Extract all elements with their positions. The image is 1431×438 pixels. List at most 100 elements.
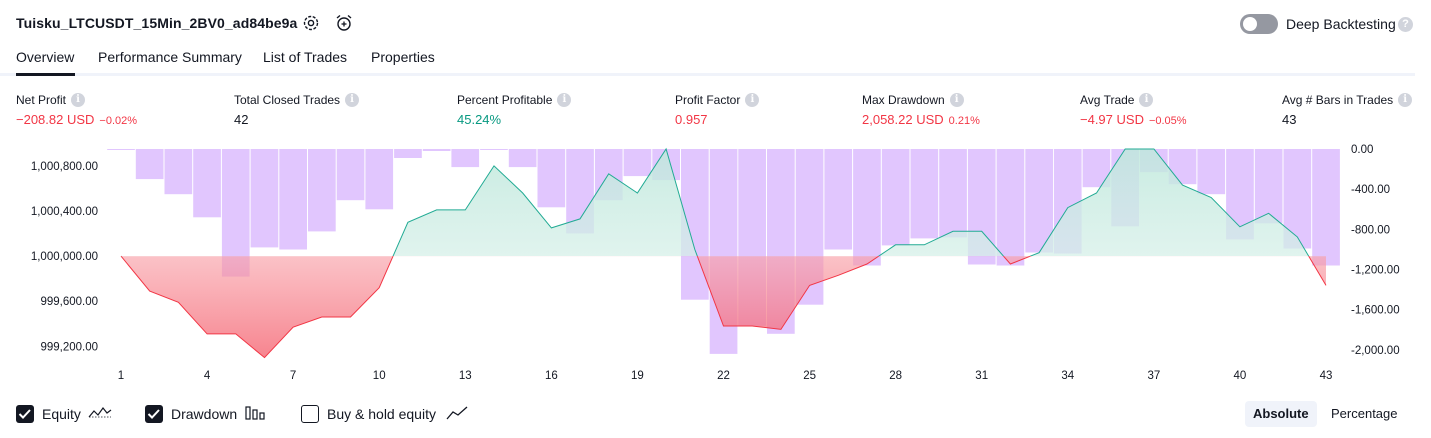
right-axis-tick: -800.00	[1351, 224, 1390, 236]
drawdown-checkbox[interactable]	[145, 405, 163, 423]
drawdown-bar	[508, 149, 537, 168]
drawdown-bar	[193, 149, 221, 218]
absolute-scale-button[interactable]: Absolute	[1245, 401, 1317, 427]
x-axis-tick: 40	[1234, 370, 1247, 380]
drawdown-bar	[1025, 149, 1053, 253]
equity-series	[120, 147, 1327, 359]
drawdown-bar	[824, 149, 853, 250]
gear-icon[interactable]	[302, 14, 320, 32]
metric-value: −4.97 USD	[1080, 112, 1144, 127]
drawdown-bar	[279, 149, 307, 250]
drawdown-bar	[394, 149, 422, 158]
buy-hold-equity-checkbox[interactable]	[301, 405, 319, 423]
drawdown-bar	[1254, 149, 1283, 224]
equity-line-loss	[120, 256, 1327, 359]
metric-label: Profit Factor	[675, 93, 741, 107]
left-axis-tick: 999,200.00	[40, 341, 98, 353]
right-axis-tick: -400.00	[1351, 184, 1390, 196]
metric-value: 42	[234, 112, 249, 127]
left-axis-tick: 999,600.00	[40, 296, 98, 308]
info-icon[interactable]: i	[1398, 93, 1413, 107]
strategy-title: Tuisku_LTCUSDT_15Min_2BV0_ad84be9a	[16, 15, 298, 31]
alarm-clock-plus-icon[interactable]	[335, 14, 353, 32]
metric-value: 2,058.22 USD	[862, 112, 944, 127]
help-icon[interactable]: ?	[1398, 17, 1413, 32]
drawdown-bar	[1312, 149, 1340, 266]
left-axis-tick: 1,000,400.00	[31, 206, 98, 218]
tab-performance-summary[interactable]: Performance Summary	[98, 49, 242, 65]
tab-properties[interactable]: Properties	[371, 49, 435, 65]
metric-label: Total Closed Trades	[234, 93, 341, 107]
info-icon[interactable]: i	[1139, 93, 1154, 107]
info-icon[interactable]: i	[71, 93, 86, 107]
drawdown-bar	[365, 149, 394, 210]
tab-list-of-trades[interactable]: List of Trades	[263, 49, 348, 65]
right-axis-tick: -1,200.00	[1351, 265, 1400, 277]
left-axis-tick: 1,000,000.00	[31, 251, 98, 263]
equity-drawdown-chart[interactable]: 1,000,800.00 1,000,400.00 1,000,000.00 999,…	[0, 140, 1431, 380]
metric-profit-factor: Profit Factor i 0.957	[675, 90, 760, 127]
x-axis-tick: 43	[1320, 370, 1333, 380]
metric-label: Max Drawdown	[862, 93, 945, 107]
metrics-row: Net Profit i −208.82 USD −0.02% Total Clos…	[0, 90, 1431, 132]
x-axis-tick: 22	[717, 370, 730, 380]
metric-value: 43	[1282, 112, 1297, 127]
drawdown-bar	[939, 149, 967, 238]
drawdown-bar	[996, 149, 1025, 266]
trend-line-icon	[446, 406, 468, 420]
tab-overview[interactable]: Overview	[16, 49, 75, 76]
drawdown-bar	[881, 149, 910, 246]
drawdown-bar	[537, 149, 566, 208]
drawdown-bar	[107, 149, 135, 150]
metric-avg-bars-in-trades: Avg # Bars in Trades i 43	[1282, 90, 1413, 127]
x-axis-tick: 31	[975, 370, 988, 380]
x-axis-tick: 25	[803, 370, 816, 380]
drawdown-bar	[308, 149, 336, 232]
right-axis-tick: -1,600.00	[1351, 305, 1400, 317]
drawdown-bar	[480, 149, 508, 150]
metric-value: 45.24%	[457, 112, 502, 127]
drawdown-bar	[221, 149, 250, 277]
info-icon[interactable]: i	[345, 93, 360, 107]
metric-max-drawdown: Max Drawdown i 2,058.22 USD 0.21%	[862, 90, 980, 127]
drawdown-bar	[853, 149, 881, 266]
report-tabs: Overview Performance Summary List of Tra…	[0, 46, 1415, 76]
drawdown-bar	[1197, 149, 1226, 195]
metric-label: Net Profit	[16, 93, 67, 107]
drawdown-bar	[164, 149, 193, 195]
left-axis: 1,000,800.00 1,000,400.00 1,000,000.00 999,…	[31, 161, 98, 353]
drawdown-bar	[910, 149, 939, 239]
equity-area-profit	[393, 149, 1309, 257]
drawdown-bar	[422, 149, 451, 151]
equity-checkbox[interactable]	[16, 405, 34, 423]
deep-backtesting-label: Deep Backtesting	[1286, 16, 1396, 32]
x-axis-tick: 34	[1061, 370, 1074, 380]
info-icon[interactable]: i	[949, 93, 964, 107]
deep-backtesting-toggle[interactable]	[1240, 14, 1278, 34]
percentage-scale-button[interactable]: Percentage	[1331, 406, 1398, 421]
x-axis-tick: 4	[204, 370, 211, 380]
x-axis-tick: 37	[1148, 370, 1161, 380]
metric-percent: −0.05%	[1148, 115, 1187, 127]
x-axis-tick: 19	[631, 370, 644, 380]
metric-percent-profitable: Percent Profitable i 45.24%	[457, 90, 572, 127]
drawdown-legend-label: Drawdown	[171, 406, 238, 422]
drawdown-bar	[336, 149, 365, 201]
info-icon[interactable]: i	[745, 93, 760, 107]
info-icon[interactable]: i	[557, 93, 572, 107]
metric-label: Avg Trade	[1080, 93, 1135, 107]
x-axis-tick: 1	[118, 370, 124, 380]
metric-avg-trade: Avg Trade i −4.97 USD −0.05%	[1080, 90, 1187, 127]
drawdown-bar	[250, 149, 279, 248]
drawdown-bars-icon	[245, 406, 265, 420]
metric-net-profit: Net Profit i −208.82 USD −0.02%	[16, 90, 137, 127]
x-axis-tick: 10	[373, 370, 386, 380]
equity-legend-label: Equity	[42, 406, 81, 422]
report-header: Tuisku_LTCUSDT_15Min_2BV0_ad84be9a Deep …	[0, 0, 1431, 46]
drawdown-bar	[135, 149, 164, 180]
metric-value: −208.82 USD	[16, 112, 95, 127]
metric-label: Avg # Bars in Trades	[1282, 93, 1394, 107]
x-axis-tick: 28	[889, 370, 902, 380]
equity-area-loss	[121, 256, 1326, 358]
x-axis-tick: 13	[459, 370, 472, 380]
